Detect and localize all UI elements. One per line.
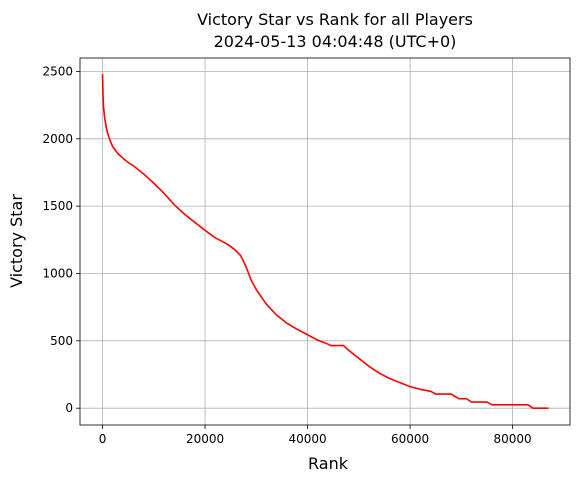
y-tick-label: 1500 bbox=[42, 199, 73, 213]
y-tick-label: 2000 bbox=[42, 132, 73, 146]
plot-area bbox=[101, 74, 549, 409]
series-line bbox=[101, 74, 549, 409]
y-tick-label: 2500 bbox=[42, 64, 73, 78]
x-tick-label: 40000 bbox=[288, 432, 326, 446]
y-axis-label: Victory Star bbox=[7, 194, 26, 288]
chart-title-line-2: 2024-05-13 04:04:48 (UTC+0) bbox=[214, 32, 457, 51]
x-tick-label: 20000 bbox=[186, 432, 224, 446]
y-tick-label: 0 bbox=[65, 401, 73, 415]
x-axis-label: Rank bbox=[308, 454, 349, 473]
axes-frame bbox=[79, 57, 571, 426]
x-tick-label: 60000 bbox=[391, 432, 429, 446]
y-tick-label: 500 bbox=[50, 334, 73, 348]
grid-lines bbox=[80, 58, 570, 425]
x-tick-label: 0 bbox=[99, 432, 107, 446]
x-tick-label: 80000 bbox=[494, 432, 532, 446]
chart-title-line-1: Victory Star vs Rank for all Players bbox=[197, 10, 473, 29]
y-tick-label: 1000 bbox=[42, 266, 73, 280]
axis-ticks: 0 20000 40000 60000 80000 0 500 1000 1500 2000 250… bbox=[42, 64, 531, 446]
